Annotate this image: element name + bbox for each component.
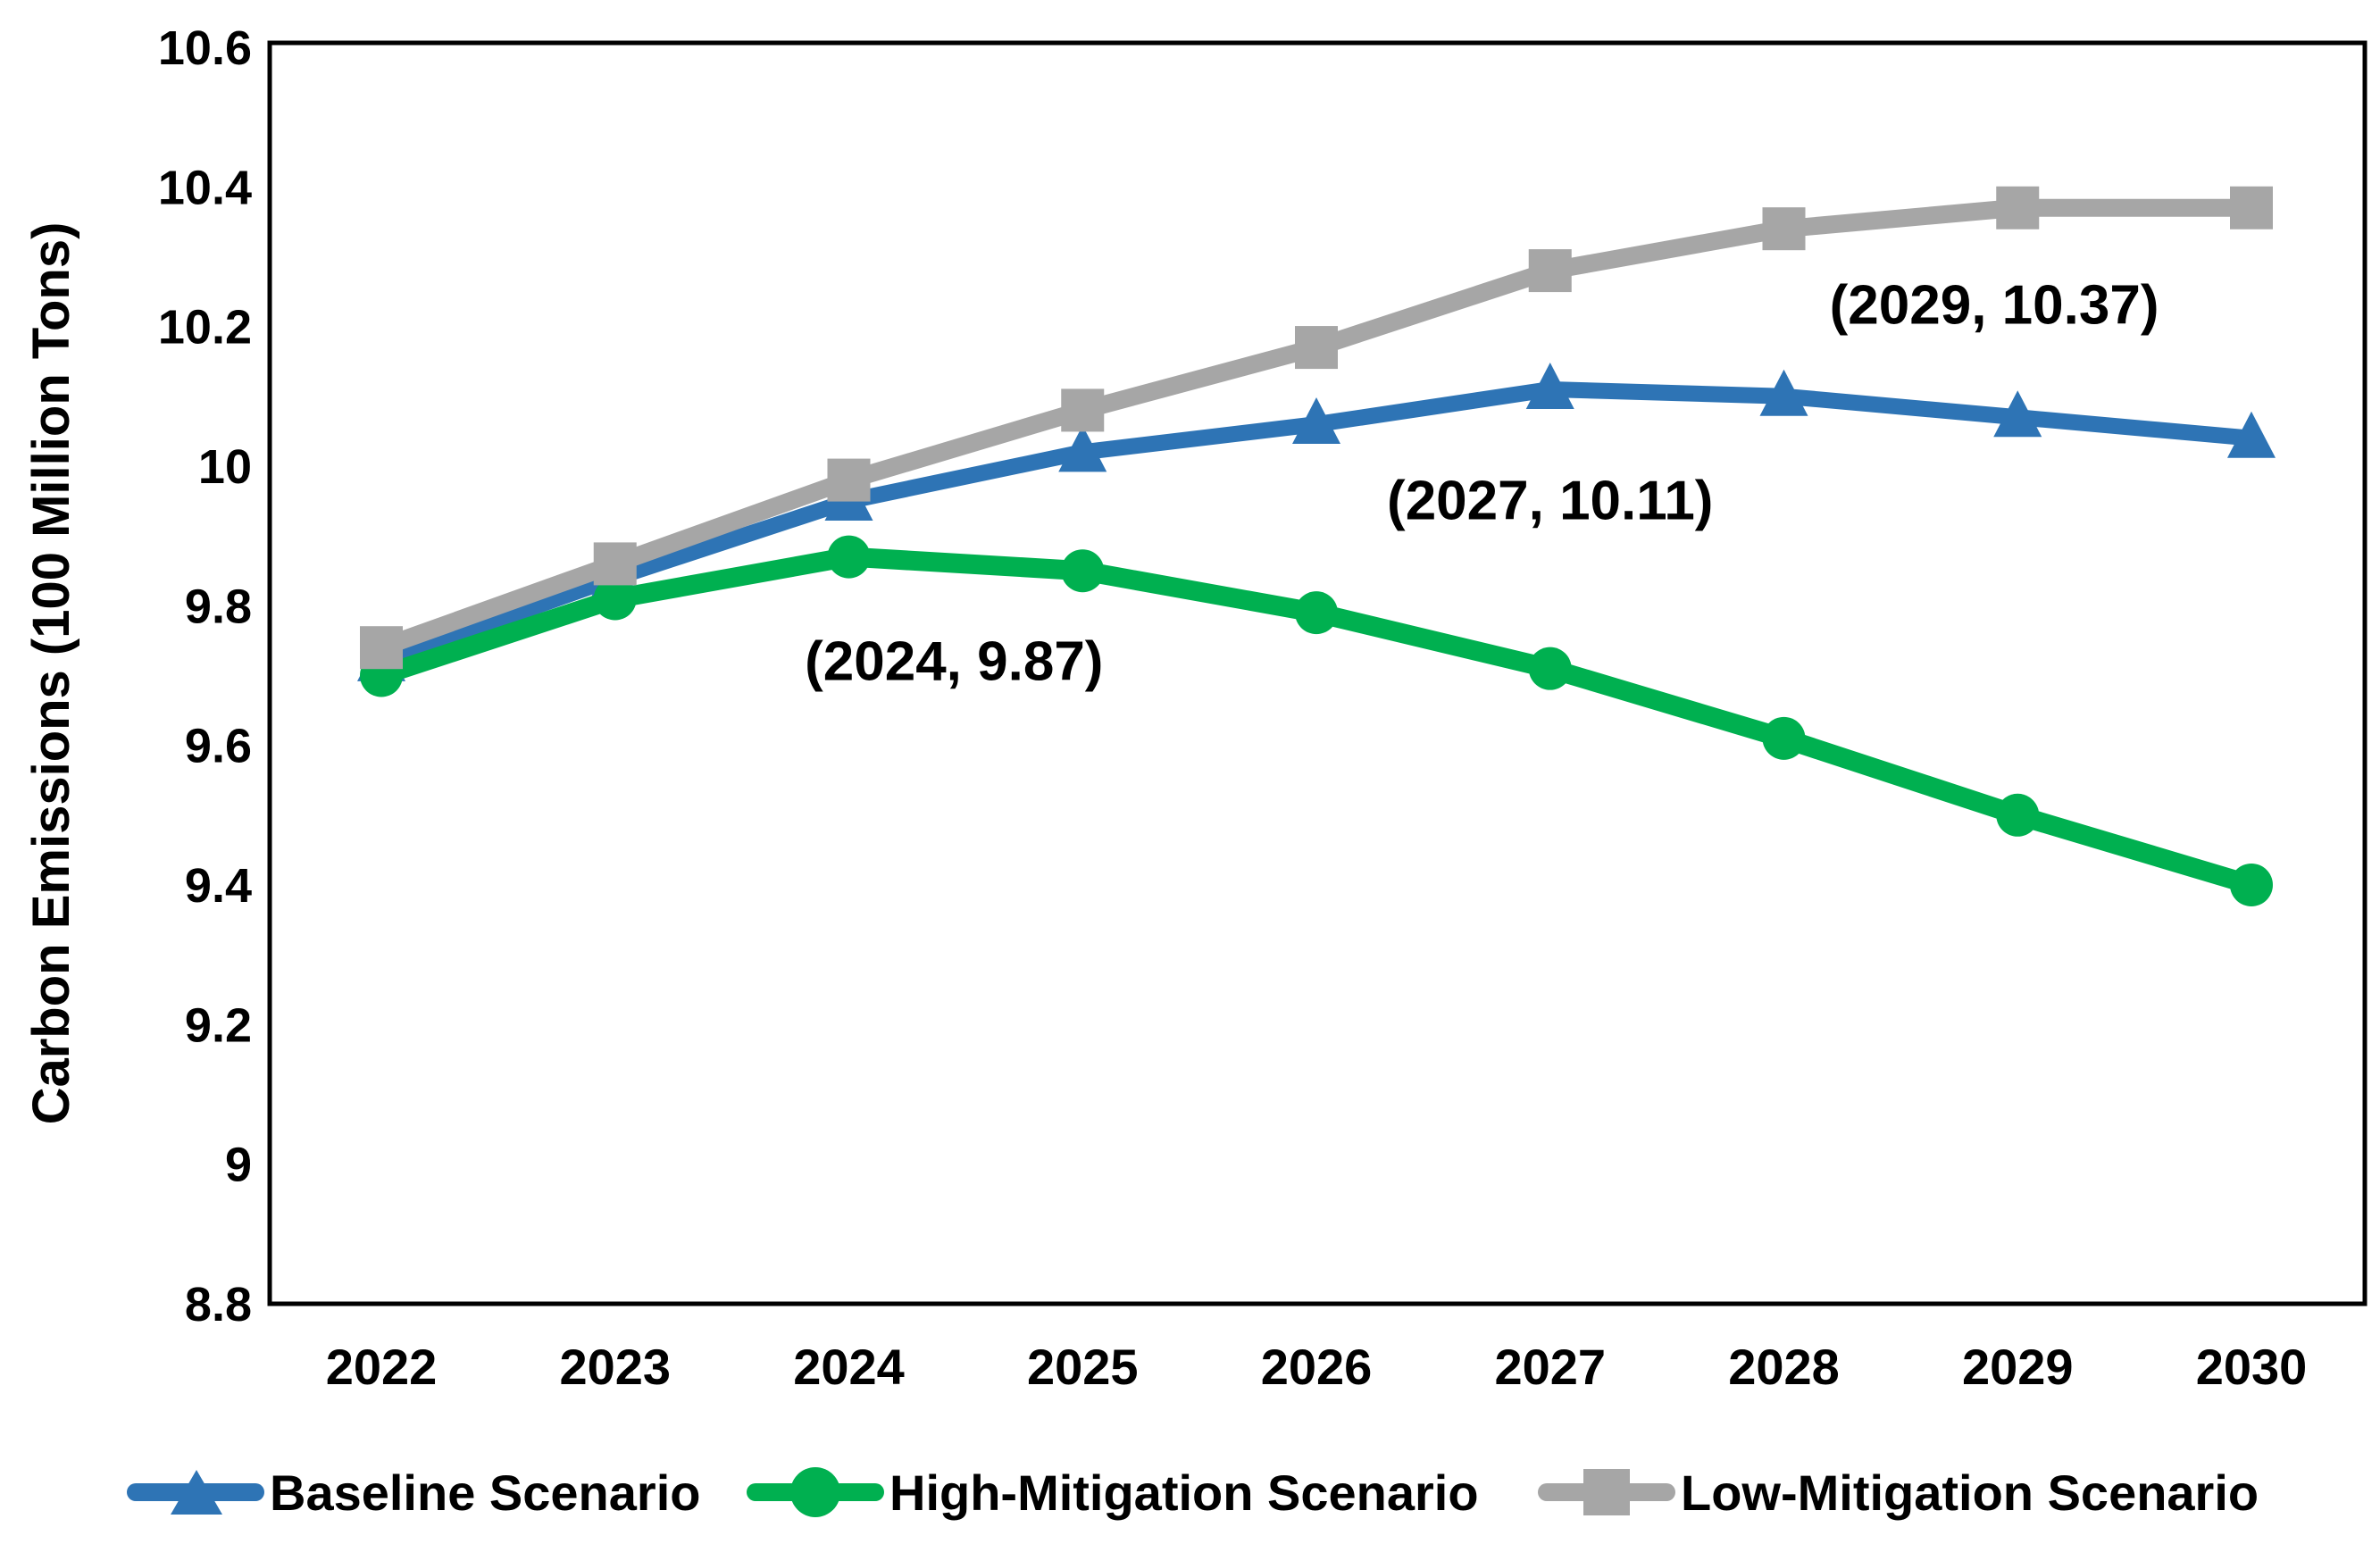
square-marker-icon xyxy=(1996,186,2040,230)
triangle-marker-icon xyxy=(2227,411,2276,458)
legend-label-high-mitigation: High-Mitigation Scenario xyxy=(889,1464,1479,1521)
circle-marker-icon xyxy=(1528,647,1572,690)
annotation-baseline-peak: (2027, 10.11) xyxy=(1387,470,1714,532)
square-marker-icon xyxy=(593,542,637,586)
y-axis-tick-label: 10.6 xyxy=(158,21,252,75)
y-axis-tick-label: 10 xyxy=(198,440,252,494)
chart-legend: Baseline Scenario High-Mitigation Scenar… xyxy=(0,1454,2380,1534)
x-axis-tick-label: 2024 xyxy=(793,1339,905,1395)
y-axis-tick-label: 9 xyxy=(225,1139,252,1192)
square-marker-icon xyxy=(1061,388,1105,432)
circle-marker-icon xyxy=(827,535,871,579)
circle-marker-icon xyxy=(1295,591,1338,635)
x-axis-tick-label: 2028 xyxy=(1728,1339,1840,1395)
triangle-marker-icon xyxy=(1759,369,1808,416)
circle-marker-icon xyxy=(593,577,637,621)
x-axis-tick-label: 2027 xyxy=(1494,1339,1606,1395)
annotation-high-mitigation-peak: (2024, 9.87) xyxy=(805,630,1104,693)
x-axis-tick-label: 2025 xyxy=(1027,1339,1139,1395)
plot-area-border xyxy=(267,40,2367,1306)
y-axis-title: Carbon Emissions (100 Million Tons) xyxy=(22,221,80,1125)
square-marker-icon xyxy=(1762,207,1806,251)
x-axis-tick-label: 2029 xyxy=(1962,1339,2074,1395)
triangle-marker-icon xyxy=(1525,362,1574,409)
high-mitigation-line-circle-marker-icon xyxy=(747,1454,884,1531)
x-axis-tick-label: 2023 xyxy=(559,1339,671,1395)
square-marker-icon xyxy=(1295,326,1338,370)
y-axis-tick-label: 8.8 xyxy=(185,1278,252,1331)
x-axis-tick-label: 2030 xyxy=(2196,1339,2308,1395)
circle-marker-icon xyxy=(2230,863,2273,906)
legend-label-baseline: Baseline Scenario xyxy=(270,1464,701,1521)
circle-marker-icon xyxy=(1762,716,1806,760)
legend-item-high-mitigation-scenario: High-Mitigation Scenario xyxy=(747,1454,1479,1531)
square-marker-icon xyxy=(827,458,871,502)
triangle-marker-icon xyxy=(1058,425,1107,472)
y-axis-tick-label: 9.2 xyxy=(185,998,252,1052)
legend-item-baseline-scenario: Baseline Scenario xyxy=(127,1454,700,1531)
circle-marker-icon xyxy=(790,1467,840,1517)
y-axis-tick-label: 10.4 xyxy=(158,161,252,214)
y-axis-tick-label: 9.6 xyxy=(185,720,252,773)
triangle-marker-icon xyxy=(171,1470,222,1515)
x-axis-tick-label: 2026 xyxy=(1261,1339,1373,1395)
y-axis-tick-label: 9.4 xyxy=(185,859,252,913)
triangle-marker-icon xyxy=(1292,397,1340,445)
circle-marker-icon xyxy=(1061,549,1105,593)
y-axis-tick-label: 10.2 xyxy=(158,301,252,355)
square-marker-icon xyxy=(1583,1469,1630,1515)
legend-label-low-mitigation: Low-Mitigation Scenario xyxy=(1681,1464,2259,1521)
triangle-marker-icon xyxy=(1993,390,2042,438)
square-marker-icon xyxy=(1528,249,1572,293)
y-axis-tick-label: 9.8 xyxy=(185,580,252,633)
low-mitigation-line-square-marker-icon xyxy=(1538,1454,1675,1531)
square-marker-icon xyxy=(360,626,403,670)
baseline-line-triangle-marker-icon xyxy=(127,1454,264,1531)
legend-item-low-mitigation-scenario: Low-Mitigation Scenario xyxy=(1538,1454,2259,1531)
x-axis-tick-label: 2022 xyxy=(326,1339,438,1395)
square-marker-icon xyxy=(2230,186,2273,230)
annotation-low-mitigation-peak: (2029, 10.37) xyxy=(1829,274,2159,337)
circle-marker-icon xyxy=(1996,793,2040,837)
